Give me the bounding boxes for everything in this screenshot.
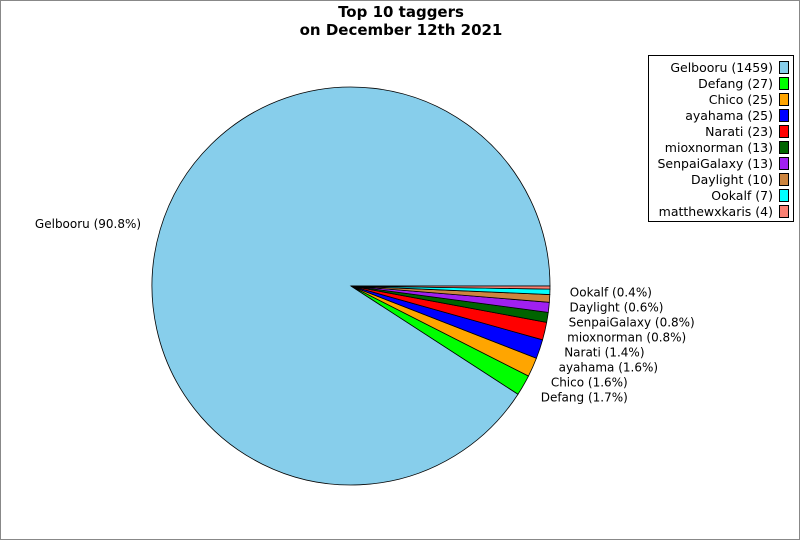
pie-slice-matthewxkaris (350, 285, 551, 290)
slice-label-daylight: Daylight (0.6%) (569, 300, 663, 314)
chart-title: Top 10 taggers on December 12th 2021 (1, 3, 799, 39)
legend-label: Defang (27) (698, 75, 773, 91)
legend-swatch (779, 124, 789, 138)
slice-label-ookalf: Ookalf (0.4%) (570, 285, 652, 299)
legend-label: Narati (23) (705, 123, 773, 139)
legend-item-ookalf: Ookalf (7) (649, 187, 793, 203)
slice-label-narati: Narati (1.4%) (564, 345, 644, 359)
legend-item-daylight: Daylight (10) (649, 171, 793, 187)
legend-item-gelbooru: Gelbooru (1459) (649, 59, 793, 75)
legend-swatch (779, 60, 789, 74)
legend-label: Ookalf (7) (711, 187, 773, 203)
slice-label-gelbooru: Gelbooru (90.8%) (35, 217, 141, 231)
legend-swatch (779, 172, 789, 186)
legend-swatch (779, 108, 789, 122)
legend-swatch (779, 204, 789, 218)
legend-swatch (779, 92, 789, 106)
legend-label: Daylight (10) (690, 171, 773, 187)
legend-item-matthewxkaris: matthewxkaris (4) (649, 203, 793, 219)
slice-label-senpaigalaxy: SenpaiGalaxy (0.8%) (569, 315, 695, 329)
legend-label: mioxnorman (13) (664, 139, 773, 155)
slice-label-defang: Defang (1.7%) (541, 390, 628, 404)
legend-item-mioxnorman: mioxnorman (13) (649, 139, 793, 155)
legend: Gelbooru (1459) Defang (27) Chico (25) ayah… (648, 55, 794, 222)
legend-label: ayahama (25) (685, 107, 773, 123)
slice-label-ayahama: ayahama (1.6%) (559, 360, 658, 374)
legend-swatch (779, 156, 789, 170)
legend-item-ayahama: ayahama (25) (649, 107, 793, 123)
legend-item-senpaigalaxy: SenpaiGalaxy (13) (649, 155, 793, 171)
legend-item-defang: Defang (27) (649, 75, 793, 91)
legend-label: Chico (25) (708, 91, 773, 107)
legend-swatch (779, 76, 789, 90)
pie-slice-gelbooru (151, 86, 551, 486)
legend-label: matthewxkaris (4) (658, 203, 773, 219)
title-line-1: Top 10 taggers (338, 3, 464, 21)
legend-label: SenpaiGalaxy (13) (657, 155, 773, 171)
slice-label-chico: Chico (1.6%) (551, 375, 628, 389)
legend-item-narati: Narati (23) (649, 123, 793, 139)
legend-item-chico: Chico (25) (649, 91, 793, 107)
slice-label-mioxnorman: mioxnorman (0.8%) (567, 330, 686, 344)
title-line-2: on December 12th 2021 (299, 21, 503, 39)
legend-swatch (779, 140, 789, 154)
legend-label: Gelbooru (1459) (670, 59, 773, 75)
legend-swatch (779, 188, 789, 202)
